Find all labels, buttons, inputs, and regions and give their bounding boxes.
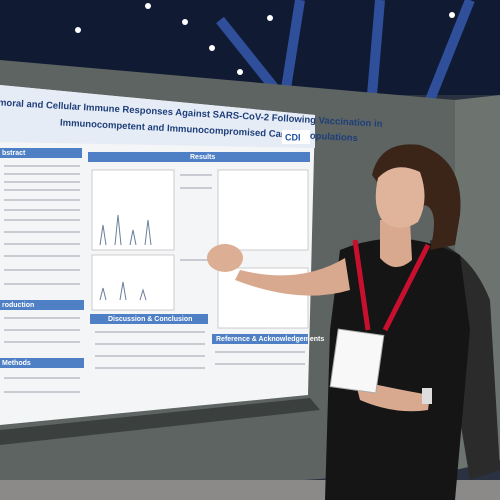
section-header: Discussion & Conclusion — [108, 316, 192, 323]
beam — [425, 0, 475, 102]
section-header: Methods — [2, 360, 31, 367]
section-header-bar — [0, 358, 84, 368]
figure — [91, 254, 175, 311]
ceiling-lights — [75, 3, 455, 75]
section-header-bar — [0, 300, 84, 310]
figure-plot — [99, 214, 152, 301]
light — [449, 12, 455, 18]
lanyard — [352, 239, 431, 332]
light — [209, 45, 215, 51]
dress — [325, 238, 470, 500]
section-header: Results — [190, 154, 215, 161]
light — [75, 27, 81, 33]
badge — [329, 328, 385, 394]
section-header: Reference & Acknowledgements — [216, 336, 324, 343]
beam — [367, 0, 385, 96]
light — [237, 69, 243, 75]
section-header-bar — [212, 334, 308, 344]
light — [267, 15, 273, 21]
arm — [235, 258, 350, 296]
face — [375, 167, 425, 229]
board-edge — [0, 398, 320, 445]
section-header: bstract — [2, 150, 26, 157]
section-header-bar — [0, 148, 82, 158]
figure — [91, 169, 175, 251]
poster-title-band — [0, 85, 315, 148]
watch — [422, 388, 432, 404]
hand — [207, 244, 243, 272]
beam — [216, 16, 284, 99]
logo: CDI — [285, 132, 301, 142]
section-header-bar — [90, 314, 208, 324]
neck — [380, 220, 412, 268]
logo-box — [282, 130, 310, 144]
light — [145, 3, 151, 9]
body-text — [4, 165, 305, 393]
section-header: roduction — [2, 302, 34, 309]
figure — [217, 169, 309, 251]
beam — [280, 0, 305, 96]
section-header-bar — [88, 152, 310, 162]
light — [182, 19, 188, 25]
ceiling-beams — [216, 0, 475, 102]
